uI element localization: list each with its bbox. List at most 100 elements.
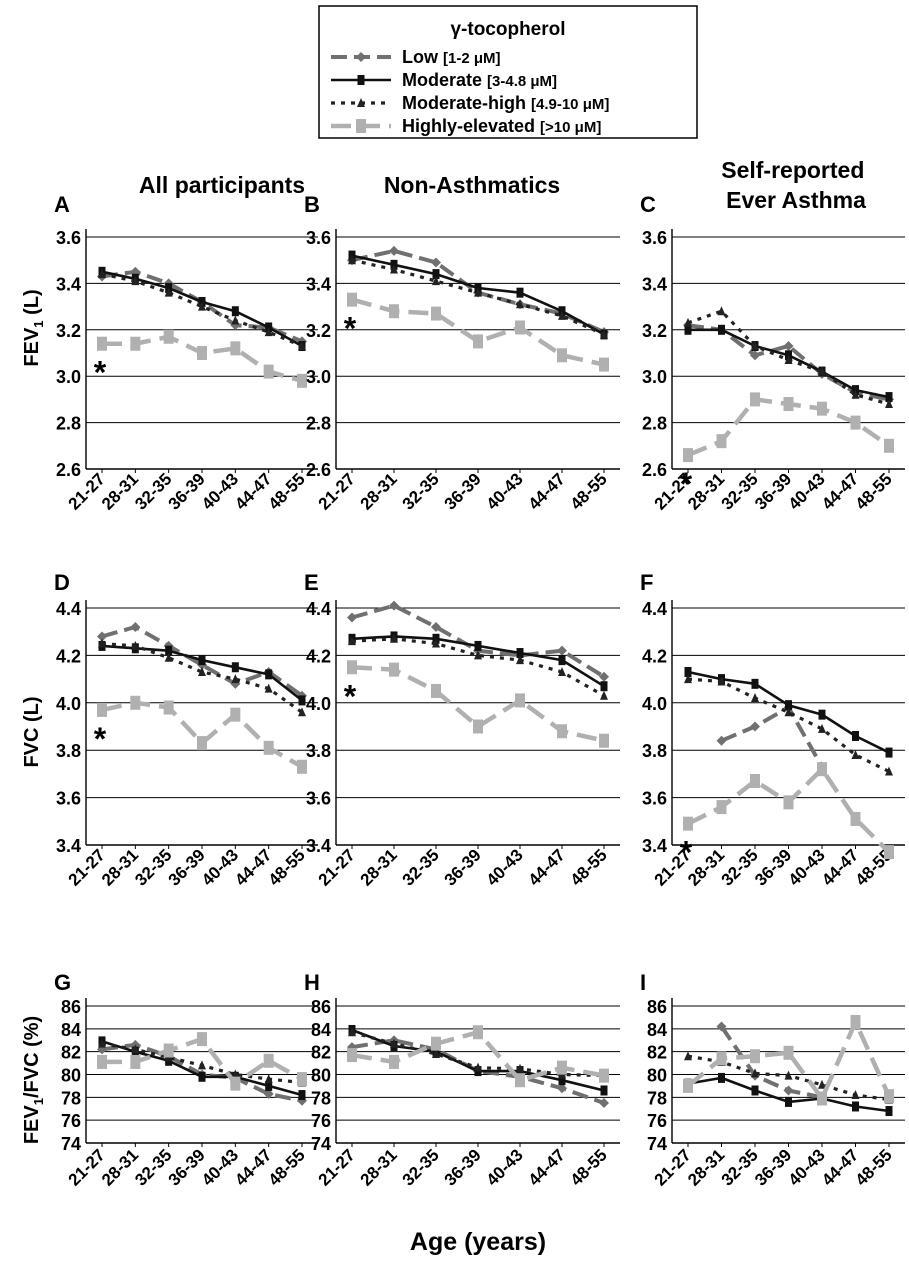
- x-tick-label: 36-39: [165, 845, 209, 889]
- data-point-highly-elevated: [97, 703, 107, 717]
- data-point-highly-elevated: [515, 320, 525, 334]
- data-point-highly-elevated: [473, 720, 483, 734]
- significance-marker: *: [344, 678, 357, 714]
- y-tick-label: 2.6: [642, 460, 667, 480]
- y-tick-label: 3.2: [306, 321, 331, 341]
- data-point-moderate: [601, 1085, 608, 1095]
- y-tick-label: 4.0: [56, 694, 81, 714]
- y-tick-label: 76: [61, 1111, 81, 1131]
- data-point-highly-elevated: [599, 1069, 609, 1083]
- x-tick-label: 28-31: [684, 1145, 728, 1189]
- data-point-highly-elevated: [431, 1037, 441, 1051]
- series-highly-elevated: [97, 330, 307, 388]
- series-highly-elevated: [683, 392, 894, 462]
- x-tick-label: 36-39: [751, 469, 795, 513]
- series-line-low: [722, 1027, 823, 1098]
- y-tick-label: 86: [61, 997, 81, 1017]
- y-tick-label: 3.2: [56, 321, 81, 341]
- panel-letter-c: C: [640, 192, 656, 217]
- data-point-highly-elevated: [683, 1079, 693, 1093]
- y-tick-label: 82: [311, 1043, 331, 1063]
- x-tick-label: 44-47: [818, 845, 862, 889]
- data-point-moderate: [752, 1085, 759, 1095]
- x-tick-label: 32-35: [399, 1145, 443, 1189]
- y-tick-label: 4.2: [56, 646, 81, 666]
- y-tick-label: 2.8: [642, 414, 667, 434]
- y-tick-label: 82: [647, 1043, 667, 1063]
- panel-h: H7476788082848621-2728-3132-3536-3940-43…: [304, 970, 620, 1190]
- y-tick-label: 4.0: [642, 694, 667, 714]
- y-tick-label: 2.6: [56, 460, 81, 480]
- data-point-highly-elevated: [750, 392, 760, 406]
- x-tick-label: 44-47: [525, 469, 569, 513]
- y-tick-label: 3.0: [642, 367, 667, 387]
- data-point-highly-elevated: [515, 1073, 525, 1087]
- data-point-highly-elevated: [817, 762, 827, 776]
- y-tick-label: 3.0: [56, 367, 81, 387]
- y-tick-label: 80: [61, 1066, 81, 1086]
- panel-g: G7476788082848621-2728-3132-3536-3940-43…: [54, 970, 318, 1190]
- series-moderate-high: [684, 674, 893, 775]
- data-point-highly-elevated: [197, 736, 207, 750]
- data-point-moderate: [819, 710, 826, 720]
- data-point-highly-elevated: [347, 293, 357, 307]
- y-tick-label: 3.2: [642, 321, 667, 341]
- data-point-highly-elevated: [97, 1055, 107, 1069]
- data-point-highly-elevated: [297, 1072, 307, 1086]
- y-tick-label: 84: [647, 1020, 667, 1040]
- x-tick-label: 44-47: [525, 845, 569, 889]
- x-tick-label: 48-55: [567, 845, 611, 889]
- data-point-low: [347, 612, 357, 622]
- data-point-low: [389, 246, 399, 256]
- x-tick-label: 48-55: [265, 845, 309, 889]
- data-point-highly-elevated: [130, 1055, 140, 1069]
- data-point-highly-elevated: [784, 1046, 794, 1060]
- y-tick-label: 4.4: [56, 599, 81, 619]
- x-tick-label: 28-31: [357, 1145, 401, 1189]
- data-point-highly-elevated: [347, 1048, 357, 1062]
- y-tick-label: 78: [61, 1088, 81, 1108]
- data-point-highly-elevated: [130, 337, 140, 351]
- data-point-highly-elevated: [750, 1049, 760, 1063]
- data-point-highly-elevated: [164, 330, 174, 344]
- significance-marker: *: [94, 355, 107, 391]
- data-point-highly-elevated: [784, 397, 794, 411]
- x-tick-label: 32-35: [399, 845, 443, 889]
- data-point-moderate: [232, 306, 239, 316]
- y-tick-label: 3.6: [642, 228, 667, 248]
- data-point-moderate: [785, 1097, 792, 1107]
- data-point-moderate: [559, 655, 566, 665]
- data-point-moderate: [299, 695, 306, 705]
- y-tick-label: 2.6: [306, 460, 331, 480]
- data-point-highly-elevated: [264, 741, 274, 755]
- y-tick-label: 80: [647, 1066, 667, 1086]
- y-tick-label: 3.4: [642, 274, 667, 294]
- x-tick-label: 28-31: [98, 845, 142, 889]
- data-point-highly-elevated: [851, 812, 861, 826]
- panel-letter-f: F: [640, 570, 653, 595]
- x-tick-label: 44-47: [818, 469, 862, 513]
- data-point-highly-elevated: [164, 701, 174, 715]
- ylabel-fev1-fvc: FEV1/FVC (%): [21, 1016, 46, 1144]
- panel-c: C2.62.83.03.23.43.621-2728-3132-3536-394…: [640, 192, 905, 514]
- data-point-highly-elevated: [197, 1032, 207, 1046]
- series-low: [717, 1022, 828, 1103]
- y-tick-label: 84: [311, 1020, 331, 1040]
- panel-d: D3.43.63.84.04.24.421-2728-3132-3536-394…: [54, 570, 318, 890]
- x-tick-label: 48-55: [852, 469, 896, 513]
- y-tick-label: 76: [311, 1111, 331, 1131]
- x-tick-label: 48-55: [265, 469, 309, 513]
- x-tick-label: 44-47: [818, 1145, 862, 1189]
- panel-e: E3.43.63.84.04.24.421-2728-3132-3536-394…: [304, 570, 620, 890]
- x-tick-label: 44-47: [231, 845, 275, 889]
- y-tick-label: 82: [61, 1043, 81, 1063]
- y-tick-label: 74: [61, 1134, 81, 1154]
- data-point-highly-elevated: [230, 708, 240, 722]
- data-point-moderate: [517, 288, 524, 298]
- data-point-moderate-high: [852, 1090, 860, 1099]
- data-point-highly-elevated: [197, 346, 207, 360]
- y-tick-label: 86: [647, 997, 667, 1017]
- data-point-moderate: [886, 748, 893, 758]
- data-point-highly-elevated: [97, 337, 107, 351]
